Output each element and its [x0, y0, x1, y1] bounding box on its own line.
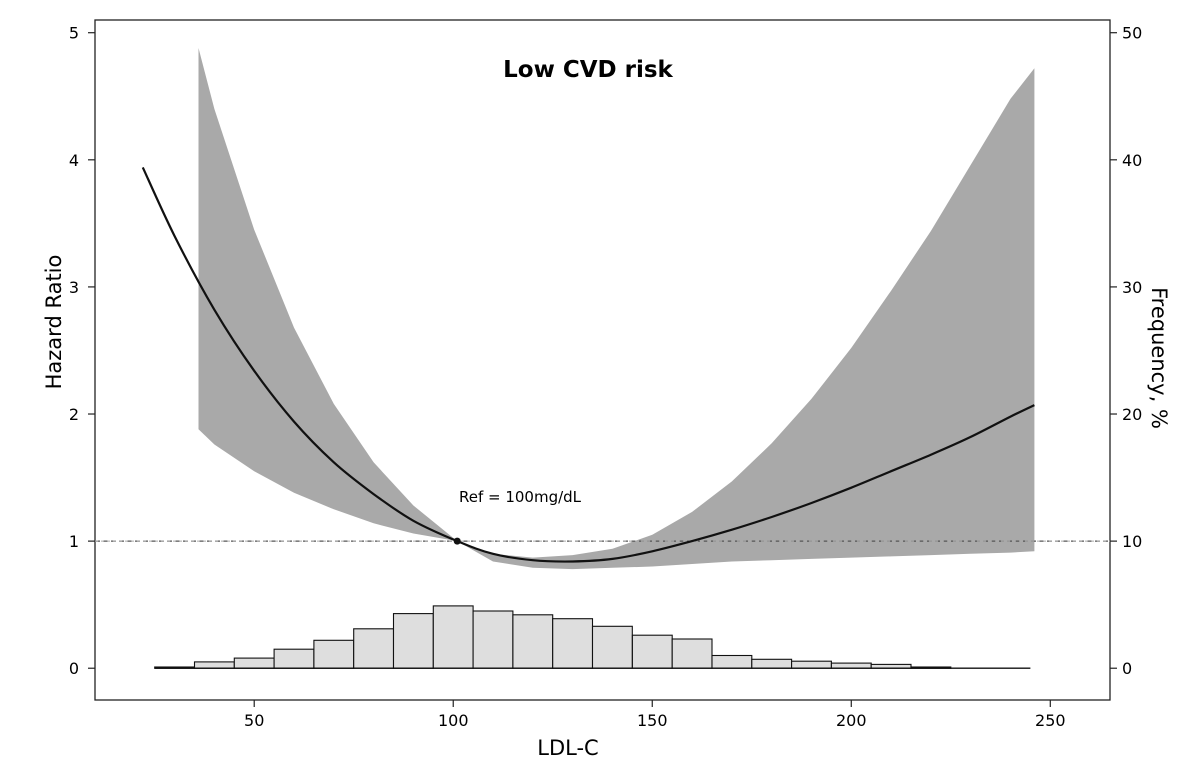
y2-tick-label: 30 [1122, 278, 1142, 297]
y-tick-label: 3 [69, 278, 79, 297]
histogram-bar [472, 610, 514, 669]
y-tick-label: 4 [69, 151, 79, 170]
chart-title: Low CVD risk [503, 57, 673, 83]
y2-axis-title: Frequency, % [1147, 287, 1171, 429]
y-tick-label: 0 [69, 659, 79, 678]
y2-tick-label: 0 [1122, 659, 1132, 678]
x-tick-label: 100 [438, 711, 469, 730]
reference-point [453, 537, 461, 545]
histogram-bar [193, 661, 235, 669]
histogram-bar [273, 648, 315, 669]
x-tick-label: 250 [1035, 711, 1066, 730]
histogram-bar [791, 660, 832, 669]
y-tick-label: 5 [69, 24, 79, 43]
x-tick-label: 200 [836, 711, 867, 730]
histogram-bar [591, 625, 633, 669]
y-tick-label: 1 [69, 532, 79, 551]
histogram-bar [512, 614, 554, 669]
y-tick-label: 2 [69, 405, 79, 424]
histogram-bar [830, 662, 872, 669]
y2-tick-label: 10 [1122, 532, 1142, 551]
histogram-bar [233, 657, 275, 669]
histogram-bar [353, 628, 395, 669]
histogram-bar [711, 654, 753, 669]
histogram-bar [631, 634, 673, 669]
histogram-bar [392, 613, 434, 669]
x-tick-label: 150 [637, 711, 668, 730]
plot-frame [94, 19, 1111, 701]
reference-annotation: Ref = 100mg/dL [459, 488, 582, 506]
histogram-bar [432, 605, 474, 669]
histogram-bar [671, 638, 713, 669]
y2-tick-label: 50 [1122, 24, 1142, 43]
y2-tick-label: 40 [1122, 151, 1142, 170]
y-axis-title: Hazard Ratio [42, 255, 66, 390]
hazard-ratio-line [141, 166, 1035, 563]
y2-tick-label: 20 [1122, 405, 1142, 424]
histogram-bar [751, 658, 793, 669]
x-axis-title: LDL-C [537, 736, 598, 760]
confidence-band [198, 48, 1035, 570]
histogram-bar [313, 639, 355, 669]
histogram-bar [552, 618, 594, 669]
x-tick-label: 50 [244, 711, 264, 730]
